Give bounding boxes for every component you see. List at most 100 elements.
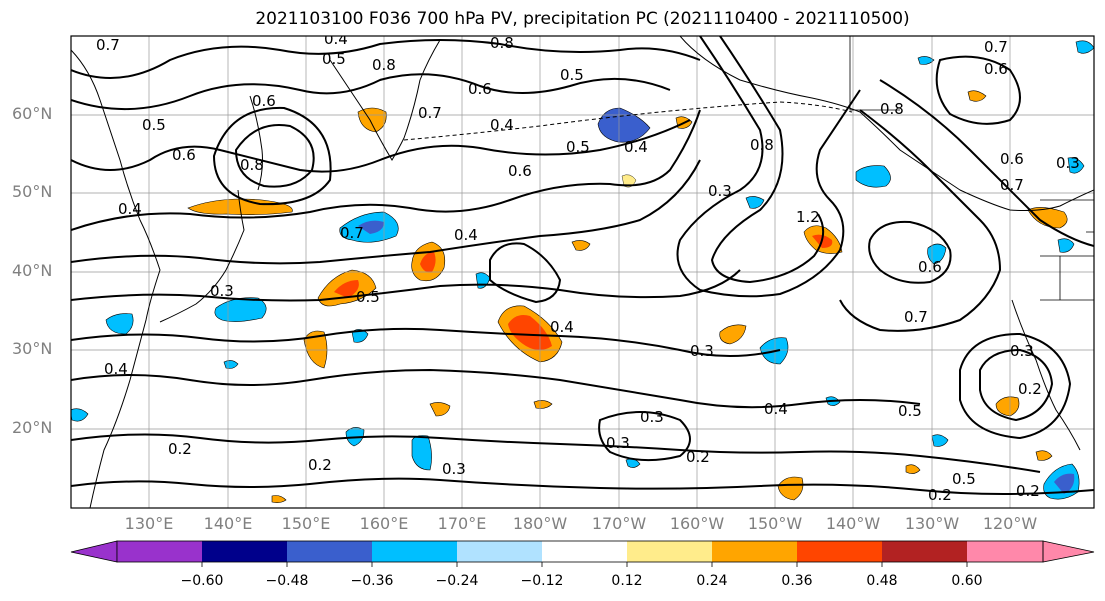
pv-contour — [959, 332, 1072, 440]
pv-contour — [935, 55, 1021, 125]
contour-label: 0.7 — [340, 224, 364, 242]
contour-label: 0.3 — [1010, 342, 1034, 360]
colorbar-bin — [797, 541, 882, 562]
contour-label: 0.4 — [624, 138, 648, 156]
lat-label-20n: 20°N — [12, 418, 53, 437]
precip-negative-area — [1054, 473, 1075, 494]
precip-shading — [71, 40, 1094, 503]
pv-contour — [676, 36, 861, 298]
precip-negative-area — [931, 434, 949, 447]
contour-label: 0.7 — [418, 104, 442, 122]
precip-positive-area — [420, 252, 436, 273]
colorbar-bin — [712, 541, 797, 562]
contour-label: 0.4 — [454, 226, 478, 244]
contour-label: 0.8 — [490, 34, 514, 52]
precip-positive-area — [357, 107, 387, 133]
lon-label-170e: 170°E — [437, 514, 487, 533]
lon-label-150w: 150°W — [747, 514, 803, 533]
coastline-aleutians — [403, 101, 853, 141]
political-boundaries — [849, 36, 1094, 301]
precip-negative-area — [475, 272, 491, 289]
pv-contour — [598, 411, 691, 462]
lon-label-170w: 170°W — [591, 514, 647, 533]
pv-contour — [71, 39, 701, 79]
contour-label: 0.4 — [490, 116, 514, 134]
colorbar-min-extend — [70, 540, 118, 563]
coastline-na-west — [1011, 299, 1081, 451]
precip-positive-area — [905, 464, 921, 474]
pv-contour — [868, 220, 952, 284]
colorbar-frame — [116, 540, 1044, 563]
colorbar-max-extend — [1042, 540, 1095, 563]
precip-negative-area — [411, 435, 432, 471]
map-frame — [70, 35, 1095, 509]
contour-label: 0.7 — [96, 36, 120, 54]
colorbar-tick-label: −0.36 — [350, 573, 394, 589]
colorbar-ticks — [201, 562, 968, 567]
contour-label: 0.4 — [118, 200, 142, 218]
colorbar-tick-label: 0.48 — [866, 573, 898, 589]
lon-label-140w: 140°W — [825, 514, 881, 533]
pv-contour — [71, 269, 741, 302]
contour-label: 0.5 — [898, 402, 922, 420]
pv-contour — [71, 119, 691, 173]
colorbar-bin — [287, 541, 372, 562]
colorbar-tick-label: 0.24 — [696, 573, 728, 589]
lon-label-140e: 140°E — [203, 514, 253, 533]
contour-label: 0.4 — [104, 360, 128, 378]
contour-label: 0.3 — [690, 342, 714, 360]
colorbar-tick-label: 0.36 — [781, 573, 813, 589]
precip-negative-area — [351, 329, 369, 343]
graticule — [71, 36, 1094, 508]
coastline-asia — [71, 49, 161, 508]
contour-label: 0.3 — [442, 460, 466, 478]
colorbar-tick-label: 0.12 — [611, 573, 643, 589]
contour-label: 0.3 — [210, 282, 234, 300]
precip-positive-area — [508, 315, 552, 350]
precip-positive-area — [334, 280, 359, 298]
pv-contour — [71, 327, 781, 357]
contour-label: 0.5 — [952, 470, 976, 488]
colorbar-bin — [542, 541, 627, 562]
pv-contour — [879, 79, 1094, 247]
lat-label-60n: 60°N — [12, 104, 53, 123]
map-panel: 0.7 0.4 0.8 0.5 0.8 0.6 0.5 0.5 0.4 0.7 … — [71, 34, 1094, 508]
precip-positive-area — [621, 174, 637, 188]
precip-negative-area — [223, 360, 239, 369]
contour-label: 0.2 — [686, 448, 710, 466]
contour-label: 0.6 — [508, 162, 532, 180]
colorbar — [70, 540, 1095, 567]
precip-positive-area — [1035, 450, 1053, 461]
pv-contour — [212, 106, 332, 206]
contour-label: 0.3 — [708, 182, 732, 200]
pv-contour — [839, 109, 1002, 332]
contour-label: 0.5 — [566, 138, 590, 156]
pv-contour — [71, 73, 671, 111]
precip-positive-area — [967, 90, 987, 102]
lon-label-150e: 150°E — [281, 514, 331, 533]
contour-label: 0.5 — [322, 50, 346, 68]
precip-negative-area — [105, 313, 134, 335]
coastlines — [71, 36, 1094, 508]
contour-label: 0.5 — [356, 288, 380, 306]
colorbar-tick-label: −0.24 — [435, 573, 479, 589]
pv-contours — [71, 36, 1094, 495]
contour-label: 0.5 — [560, 66, 584, 84]
precip-negative-area — [855, 165, 891, 188]
precip-positive-area — [1027, 207, 1068, 229]
contour-label: 0.7 — [1000, 176, 1024, 194]
contour-label: 0.8 — [372, 56, 396, 74]
precip-negative-area — [1075, 40, 1094, 54]
boundary — [849, 36, 900, 111]
contour-label: 0.5 — [142, 116, 166, 134]
contour-label: 0.2 — [1018, 380, 1042, 398]
map-title: 2021103100 F036 700 hPa PV, precipitatio… — [255, 9, 910, 29]
lon-label-130w: 130°W — [904, 514, 960, 533]
colorbar-bin — [457, 541, 542, 562]
pv-contour — [71, 368, 921, 409]
contour-label: 0.4 — [764, 400, 788, 418]
contour-label: 0.2 — [168, 440, 192, 458]
precip-negative-area — [745, 196, 765, 209]
pv-contour — [71, 477, 1094, 495]
lon-label-120w: 120°W — [982, 514, 1038, 533]
